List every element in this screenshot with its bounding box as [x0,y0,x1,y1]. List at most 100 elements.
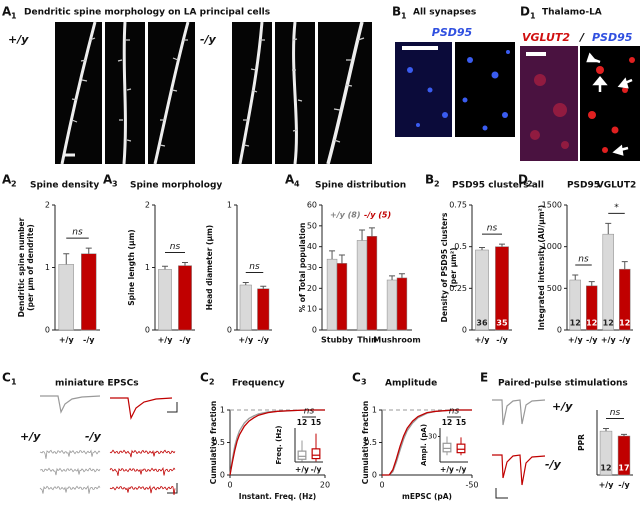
box-count: 12 [442,418,452,427]
traces [492,399,546,499]
stain-separator: / [578,31,585,44]
bar-count: 17 [618,464,629,473]
panel-sub: 2 [11,180,17,189]
bar [158,269,172,331]
y-tick-label: 0 [372,471,377,480]
y-axis-label: (per µm of dendrite) [26,224,35,311]
bar [495,246,509,331]
panel-letter: A [2,5,12,19]
bar-count: 12 [619,319,630,328]
bar [396,277,408,331]
panel-title: Frequency [232,379,285,389]
panel-letter: D [518,173,528,187]
y-tick-label: 10 [307,305,317,314]
raw-trace [39,467,101,476]
error-bar [398,273,405,278]
box [456,443,466,454]
y-tick-label: 1 [145,263,150,272]
panel-sub: 3 [361,378,367,387]
error-bar [359,229,366,241]
panel-letter: C [352,371,361,385]
background-signal [530,74,569,149]
bar [178,265,192,331]
significance-label: ns [578,255,589,265]
panel-letter: D [520,5,530,19]
inset-y-label: Ampl. (pA) [420,424,428,466]
y-tick-label: 60 [307,201,317,210]
significance-label: * [614,203,619,213]
genotype-label: -/y [545,458,562,471]
y-axis-label: Head diameter (µm) [205,225,214,310]
raw-traces [39,449,176,495]
bar [81,253,97,331]
error-bar [329,250,336,260]
bar [356,240,368,331]
error-bar [85,247,92,254]
y-tick-label: 0 [220,471,225,480]
panel-letter: B [392,5,401,19]
inset-x-label: -/y [456,465,467,474]
panel-title: Paired-pulse stimulations [498,379,628,389]
x-tick-label: Mushroom [373,336,420,345]
y-axis-label: Dendritic spine number [17,217,26,317]
significance-label: ns [449,407,460,417]
error-bar [389,275,396,280]
y-axis-label: % of Total population [298,223,307,313]
genotype-label: -/y [200,33,217,46]
y-tick-label: 20 [307,284,317,293]
scale-bar [495,488,508,499]
y-tick-label: 0.5 [364,438,377,447]
panel-title: Thalamo-LA [542,8,602,18]
x-axis-label: mEPSC (pA) [402,492,452,501]
error-bar [242,282,249,285]
inset-y-label: Freq. (Hz) [275,426,283,465]
y-axis-label: Cumulative fraction [361,401,370,485]
box-count: 12 [297,418,307,427]
error-bar [572,274,579,280]
x-tick-label: -50 [465,481,478,490]
inset-x-label: -/y [311,465,322,474]
x-tick-label: Thin [357,336,377,345]
error-bar [162,265,168,270]
significance-label: ns [487,224,498,234]
bar [58,264,74,331]
significance-label: ns [610,408,621,418]
y-tick-label: 0.25 [449,284,467,293]
x-tick-label: +/y [475,336,491,345]
x-tick-label: 20 [320,481,330,490]
error-bar [499,243,505,247]
ppr-trace [492,454,546,486]
box-count: 15 [456,418,466,427]
significance-label: ns [249,262,260,272]
panel-title: Spine morphology [130,181,222,191]
y-axis-label: Spine length (µm) [127,229,136,305]
error-bar [605,222,612,235]
bar [336,263,348,331]
y-axis-label: PPR [577,434,586,451]
x-tick-label: +/y [238,336,254,345]
genotype-label: -/y [85,430,102,443]
image [520,46,578,161]
significance-label: ns [170,242,181,252]
error-bar [621,261,628,270]
y-axis-label: (per µm²) [449,247,458,287]
y-axis-label: Integrated intensity (AU/µm²) [537,205,546,331]
bar-count: 12 [586,319,597,328]
x-tick-label: -/y [586,336,598,345]
stain-label: PSD95 [432,26,473,39]
scale-bar [167,402,178,413]
bar [386,279,398,331]
panel-title: miniature EPSCs [55,379,139,389]
panel-title: Spine density [30,181,99,191]
y-tick-label: 1 [220,406,225,415]
micrographs [520,46,640,161]
y-axis-label: Cumulative fraction [209,401,218,485]
bar [602,233,614,331]
panel-letter: A [285,173,295,187]
inset-x-label: +/y [295,465,309,474]
scale-bar [167,483,178,494]
panel-sub: 2 [209,378,215,387]
panel-sub: 4 [294,180,300,189]
y-tick-label: 1 [227,201,232,210]
